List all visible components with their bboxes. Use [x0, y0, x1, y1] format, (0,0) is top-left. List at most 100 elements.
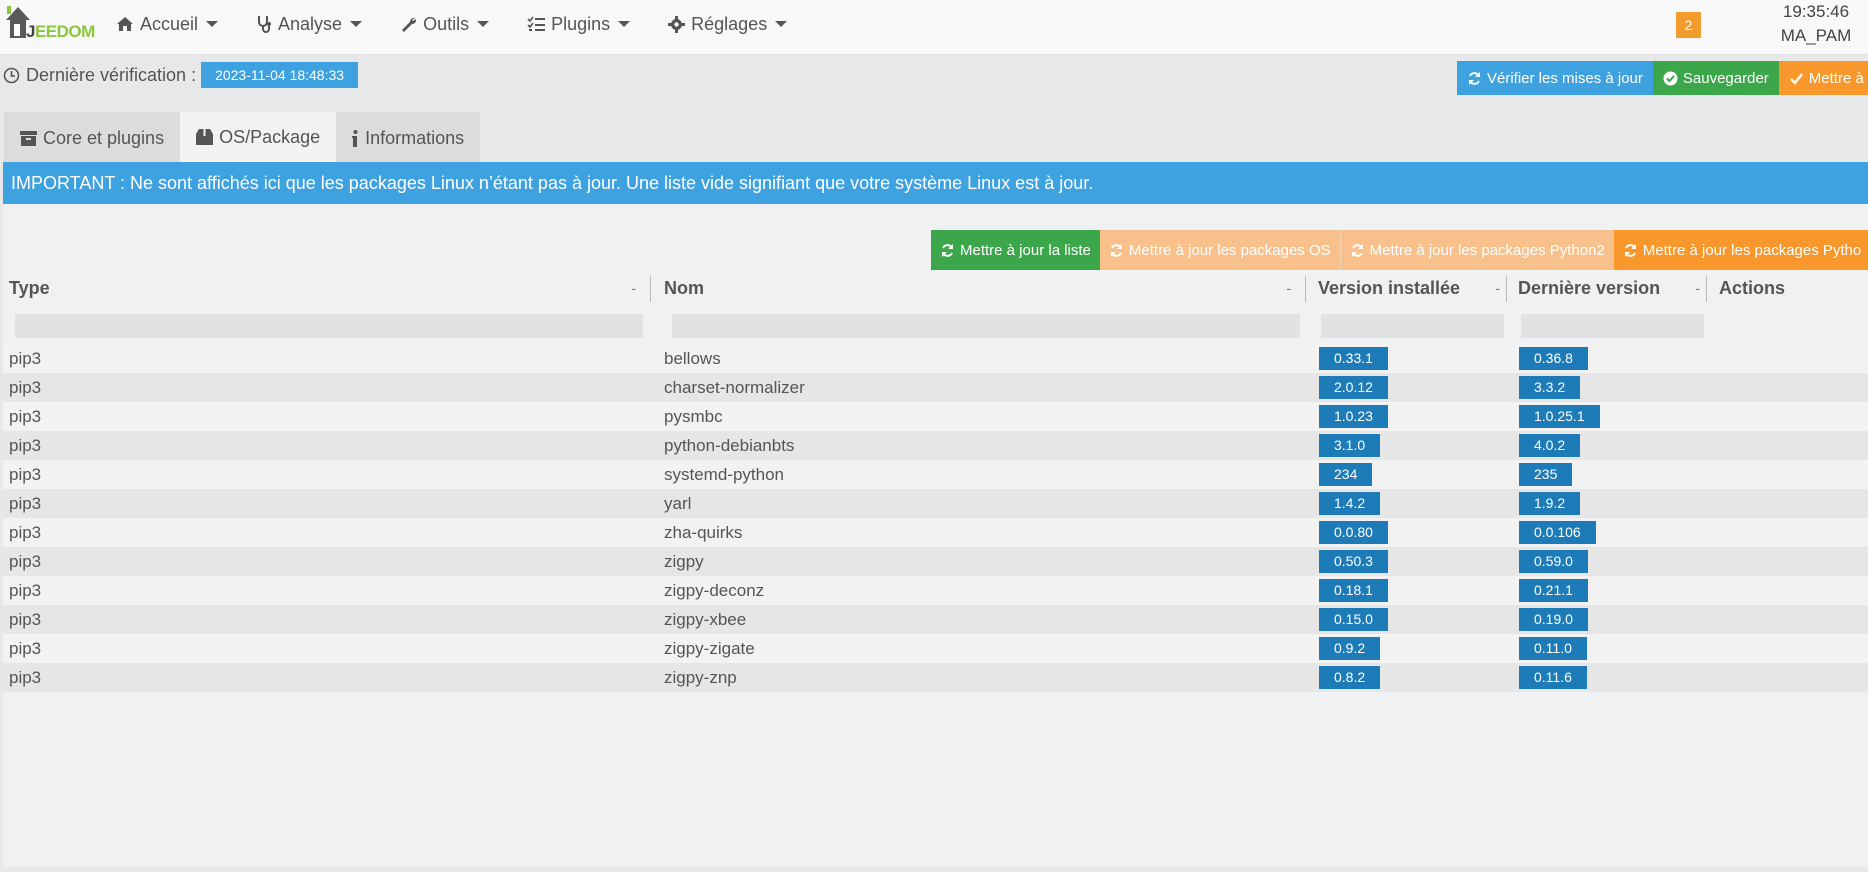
cell-name: zha-quirks: [664, 523, 743, 542]
installed-version-badge: 0.9.2: [1319, 637, 1381, 660]
tab-os-package[interactable]: OS/Package: [180, 112, 337, 164]
tab-informations[interactable]: Informations: [336, 112, 481, 164]
latest-version-badge: 0.19.0: [1519, 608, 1588, 631]
save-button[interactable]: Sauvegarder: [1652, 61, 1779, 95]
cell-name: zigpy-deconz: [664, 581, 765, 600]
latest-version-badge: 1.0.25.1: [1519, 405, 1600, 428]
table-body: pip3 bellows 0.33.1 0.36.8 pip3 charset-norma…: [3, 344, 1868, 692]
table-row: pip3 python-debianbts 3.1.0 4.0.2: [3, 431, 1868, 460]
filter-installed-input[interactable]: [1321, 314, 1504, 338]
latest-version-badge: 0.59.0: [1519, 550, 1588, 573]
installed-version-badge: 0.8.2: [1319, 666, 1381, 689]
menu-accueil-label: Accueil: [140, 13, 199, 34]
installed-version-badge: 2.0.12: [1319, 376, 1388, 399]
update-python2-packages-button[interactable]: Mettre à jour les packages Python2: [1339, 230, 1614, 270]
menu-outils[interactable]: Outils: [400, 0, 507, 48]
cell-type: pip3: [9, 378, 42, 397]
installed-version-badge: 1.0.23: [1319, 405, 1388, 428]
packages-table: Type - Nom - Version installée - Dernièr…: [3, 270, 1868, 692]
cell-name: bellows: [664, 349, 721, 368]
cell-name: systemd-python: [664, 465, 784, 484]
column-divider: [650, 276, 651, 302]
installed-version-badge: 0.18.1: [1319, 579, 1388, 602]
house-logo-icon: [6, 6, 30, 38]
cell-name: python-debianbts: [664, 436, 795, 455]
installed-version-badge: 0.0.80: [1319, 521, 1388, 544]
latest-version-badge: 3.3.2: [1519, 376, 1581, 399]
refresh-icon: [1109, 243, 1124, 258]
cell-name: zigpy-znp: [664, 668, 737, 687]
update-python2-packages-label: Mettre à jour les packages Python2: [1369, 241, 1605, 259]
update-list-button[interactable]: Mettre à jour la liste: [931, 230, 1100, 270]
table-row: pip3 zigpy-znp 0.8.2 0.11.6: [3, 663, 1868, 692]
home-icon: [116, 16, 134, 32]
refresh-icon: [1623, 243, 1638, 258]
latest-version-badge: 0.11.6: [1519, 666, 1587, 689]
cell-type: pip3: [9, 465, 42, 484]
latest-version-badge: 0.36.8: [1519, 347, 1588, 370]
filter-name-input[interactable]: [672, 314, 1300, 338]
column-header-installed[interactable]: Version installée -: [1318, 270, 1510, 306]
archive-icon: [20, 130, 37, 146]
cell-type: pip3: [9, 407, 42, 426]
column-header-actions: Actions: [1719, 270, 1859, 306]
cell-name: zigpy: [664, 552, 704, 571]
tab-informations-label: Informations: [365, 127, 465, 148]
update-python3-packages-label: Mettre à jour les packages Pytho: [1642, 241, 1862, 259]
notification-badge[interactable]: 2: [1676, 12, 1701, 38]
user-name[interactable]: MA_PAM: [1780, 26, 1852, 45]
clock: 19:35:46 MA_PAM: [1768, 0, 1864, 48]
cell-type: pip3: [9, 349, 42, 368]
menu-accueil[interactable]: Accueil: [116, 0, 236, 48]
latest-version-badge: 0.11.0: [1519, 637, 1587, 660]
refresh-icon: [1350, 243, 1365, 258]
cell-name: pysmbc: [664, 407, 723, 426]
update-python3-packages-button[interactable]: Mettre à jour les packages Pytho: [1613, 230, 1868, 270]
sort-icon[interactable]: -: [1495, 280, 1500, 296]
jeedom-logo[interactable]: JEEDOM: [4, 4, 95, 44]
top-actions: Vérifier les mises à jour Sauvegarder Me…: [1457, 61, 1868, 95]
menu-analyse[interactable]: Analyse: [256, 0, 380, 48]
column-header-latest[interactable]: Dernière version -: [1518, 270, 1710, 306]
tab-bar: Core et plugins OS/Package Informations: [4, 112, 481, 164]
installed-version-badge: 3.1.0: [1319, 434, 1381, 457]
package-actions: Mettre à jour la liste Mettre à jour les…: [931, 230, 1868, 270]
menu-plugins[interactable]: Plugins: [527, 0, 648, 48]
column-divider: [1706, 276, 1707, 302]
column-header-type[interactable]: Type -: [9, 270, 646, 306]
column-header-type-label: Type: [9, 277, 50, 298]
update-label: Mettre à jo: [1808, 69, 1868, 87]
filter-type-input[interactable]: [15, 314, 643, 338]
cell-type: pip3: [9, 668, 42, 687]
refresh-icon: [1467, 71, 1482, 86]
menu-reglages[interactable]: Réglages: [668, 0, 805, 48]
installed-version-badge: 0.50.3: [1319, 550, 1388, 573]
box-icon: [196, 129, 214, 145]
column-header-actions-label: Actions: [1719, 277, 1786, 298]
wrench-icon: [400, 16, 417, 33]
installed-version-badge: 0.15.0: [1319, 608, 1388, 631]
cell-type: pip3: [9, 494, 42, 513]
table-row: pip3 yarl 1.4.2 1.9.2: [3, 489, 1868, 518]
sort-icon[interactable]: -: [1286, 280, 1291, 296]
table-header: Type - Nom - Version installée - Dernièr…: [3, 270, 1868, 344]
menu-reglages-label: Réglages: [691, 13, 768, 34]
column-header-name[interactable]: Nom -: [664, 270, 1301, 306]
check-icon: [1789, 71, 1804, 86]
logo-text: JEEDOM: [26, 22, 95, 41]
menu-analyse-label: Analyse: [278, 13, 343, 34]
navbar: JEEDOM Accueil Analyse Outils: [0, 0, 1868, 55]
filter-latest-input[interactable]: [1521, 314, 1704, 338]
check-updates-button[interactable]: Vérifier les mises à jour: [1457, 61, 1653, 95]
latest-version-badge: 0.21.1: [1519, 579, 1588, 602]
clock-icon: [3, 67, 20, 84]
cell-type: pip3: [9, 581, 42, 600]
tab-core-plugins[interactable]: Core et plugins: [4, 112, 181, 164]
update-button[interactable]: Mettre à jo: [1778, 61, 1868, 95]
column-divider: [1305, 276, 1306, 302]
info-icon: [352, 129, 359, 147]
sort-icon[interactable]: -: [631, 280, 636, 296]
update-os-packages-button[interactable]: Mettre à jour les packages OS: [1099, 230, 1340, 270]
column-divider: [1506, 276, 1507, 302]
sort-icon[interactable]: -: [1695, 280, 1700, 296]
